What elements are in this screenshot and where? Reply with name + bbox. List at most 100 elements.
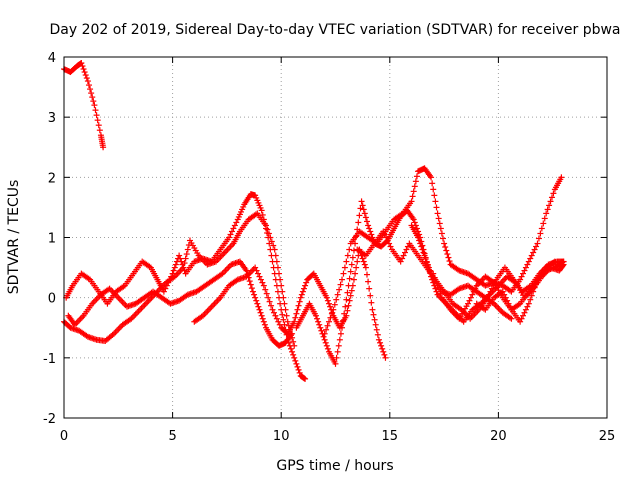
data-point bbox=[352, 270, 359, 277]
data-point bbox=[298, 291, 305, 298]
data-point bbox=[88, 90, 95, 97]
data-point bbox=[420, 249, 427, 256]
data-point bbox=[349, 254, 356, 261]
data-point bbox=[85, 82, 92, 89]
data-point bbox=[265, 294, 272, 301]
data-point bbox=[273, 315, 280, 322]
data-point bbox=[296, 369, 303, 376]
data-point bbox=[550, 190, 557, 197]
data-point bbox=[444, 251, 451, 258]
data-point bbox=[182, 255, 189, 262]
data-point bbox=[328, 310, 335, 317]
data-point bbox=[436, 220, 443, 227]
data-point bbox=[434, 282, 441, 289]
data-point bbox=[346, 297, 353, 304]
data-point bbox=[345, 282, 352, 289]
data-point bbox=[262, 222, 269, 229]
data-point bbox=[269, 306, 276, 313]
data-point bbox=[323, 294, 330, 301]
data-point bbox=[400, 252, 407, 259]
data-point bbox=[259, 279, 266, 286]
data-point bbox=[283, 312, 290, 319]
data-point bbox=[355, 219, 362, 226]
data-point bbox=[295, 366, 302, 373]
data-point bbox=[259, 315, 266, 322]
data-point bbox=[289, 348, 296, 355]
data-point bbox=[422, 256, 429, 263]
data-point bbox=[537, 230, 544, 237]
data-point bbox=[279, 288, 286, 295]
data-point bbox=[433, 278, 440, 285]
data-point bbox=[80, 66, 87, 73]
series-pass-a bbox=[61, 60, 107, 151]
data-point bbox=[321, 336, 328, 343]
data-point bbox=[353, 264, 360, 271]
data-point bbox=[415, 234, 422, 241]
data-point bbox=[291, 342, 298, 349]
data-point bbox=[525, 258, 532, 265]
data-point bbox=[502, 294, 509, 301]
data-point bbox=[347, 292, 354, 299]
data-point bbox=[434, 210, 441, 217]
data-point bbox=[330, 306, 337, 313]
axis-ticks: 0 5 10 15 20 25 -2 -1 0 1 2 3 4 bbox=[43, 51, 615, 444]
data-point bbox=[253, 267, 260, 274]
data-point bbox=[397, 258, 404, 265]
data-point bbox=[518, 273, 525, 280]
data-point bbox=[94, 117, 101, 124]
data-point bbox=[272, 312, 279, 319]
data-point bbox=[424, 263, 431, 270]
data-point bbox=[292, 357, 299, 364]
data-point bbox=[560, 258, 567, 265]
data-point bbox=[508, 315, 515, 322]
data-point bbox=[230, 225, 237, 232]
data-point bbox=[178, 258, 185, 265]
data-point bbox=[253, 297, 260, 304]
data-point bbox=[404, 243, 411, 250]
data-point bbox=[517, 276, 524, 283]
data-point bbox=[540, 220, 547, 227]
data-point bbox=[362, 214, 369, 221]
data-point bbox=[293, 310, 300, 317]
data-point bbox=[380, 348, 387, 355]
series-pass-d bbox=[65, 258, 296, 349]
data-point bbox=[256, 273, 263, 280]
data-point bbox=[362, 264, 369, 271]
data-point bbox=[95, 122, 102, 129]
data-point bbox=[361, 210, 368, 217]
data-point bbox=[264, 226, 271, 233]
data-point bbox=[365, 278, 372, 285]
data-point bbox=[366, 225, 373, 232]
data-point bbox=[558, 174, 565, 181]
data-point bbox=[92, 107, 99, 114]
data-point bbox=[421, 252, 428, 259]
x-tick-label: 5 bbox=[168, 429, 176, 444]
data-point bbox=[387, 243, 394, 250]
data-point bbox=[361, 261, 368, 268]
data-point bbox=[381, 231, 388, 238]
data-point bbox=[184, 246, 191, 253]
data-point bbox=[249, 288, 256, 295]
data-point bbox=[409, 193, 416, 200]
data-point bbox=[231, 222, 238, 229]
data-point bbox=[316, 321, 323, 328]
data-point bbox=[169, 270, 176, 277]
data-point bbox=[359, 202, 366, 209]
data-point bbox=[438, 230, 445, 237]
data-point bbox=[413, 173, 420, 180]
data-point bbox=[342, 303, 349, 310]
data-point bbox=[341, 310, 348, 317]
data-point bbox=[350, 276, 357, 283]
data-point bbox=[378, 342, 385, 349]
data-point bbox=[84, 78, 91, 85]
data-point bbox=[87, 86, 94, 93]
data-point bbox=[528, 292, 535, 299]
data-point bbox=[303, 279, 310, 286]
data-point bbox=[336, 286, 343, 293]
data-point bbox=[377, 339, 384, 346]
data-point bbox=[277, 276, 284, 283]
data-point bbox=[417, 240, 424, 247]
data-point bbox=[275, 318, 282, 325]
data-point bbox=[290, 338, 297, 345]
